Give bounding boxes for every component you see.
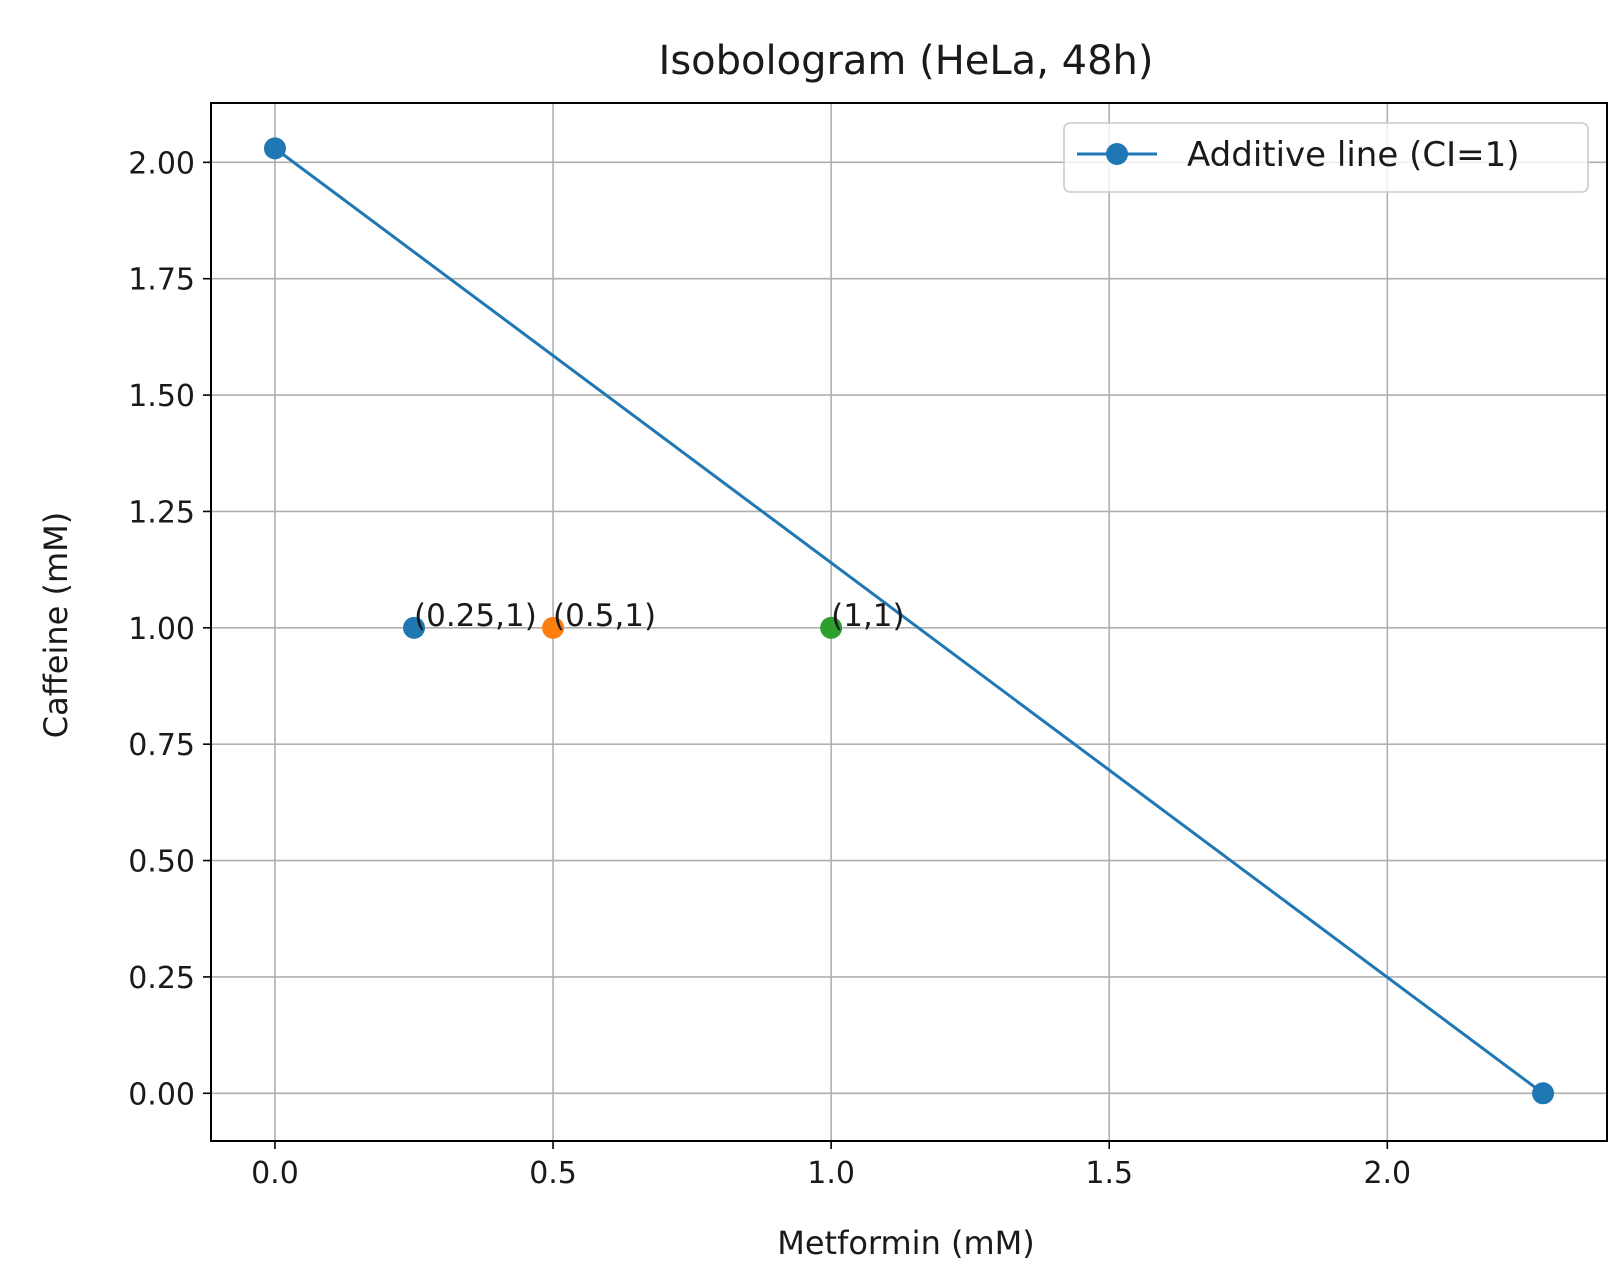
legend: Additive line (CI=1)	[1063, 122, 1589, 193]
additive-line	[274, 147, 1544, 1095]
legend-marker-swatch	[1106, 143, 1128, 165]
combination-point	[820, 616, 843, 639]
y-tick-label: 0.50	[128, 845, 195, 880]
plot-area: (0.25,1) (0.5,1) (1,1)	[263, 137, 1555, 1105]
point-annotation: (1,1)	[831, 598, 905, 634]
x-tick-label: 1.5	[1085, 1156, 1133, 1191]
x-tick-label: 0.5	[529, 1156, 577, 1191]
y-tick-label: 1.75	[128, 263, 195, 298]
x-axis-label: Metformin (mM)	[777, 1224, 1035, 1262]
y-tick-label: 0.25	[128, 961, 195, 996]
x-tick-label: 2.0	[1363, 1156, 1411, 1191]
additive-line-marker	[1532, 1082, 1555, 1105]
y-tick-label: 1.25	[128, 495, 195, 530]
legend-box	[1063, 122, 1589, 193]
chart-title: Isobologram (HeLa, 48h)	[659, 38, 1154, 84]
combination-point	[542, 616, 565, 639]
x-tick-label: 0.0	[251, 1156, 299, 1191]
y-axis-label: Caffeine (mM)	[37, 512, 75, 738]
axis-ticks: 0.0 0.5 1.0 1.5 2.0 0.00 0.25 0.50 0.75 1.00 1.25 1…	[128, 146, 1411, 1191]
point-annotation: (0.25,1)	[414, 598, 537, 634]
point-annotation: (0.5,1)	[553, 598, 656, 634]
y-tick-label: 0.75	[128, 728, 195, 763]
additive-line-marker	[263, 137, 286, 160]
y-tick-label: 2.00	[128, 146, 195, 181]
y-tick-label: 0.00	[128, 1077, 195, 1112]
combination-point	[403, 616, 426, 639]
legend-label: Additive line (CI=1)	[1187, 135, 1519, 175]
y-tick-label: 1.00	[128, 612, 195, 647]
x-tick-label: 1.0	[807, 1156, 855, 1191]
axes-frame	[210, 102, 1608, 1142]
y-tick-label: 1.50	[128, 379, 195, 414]
